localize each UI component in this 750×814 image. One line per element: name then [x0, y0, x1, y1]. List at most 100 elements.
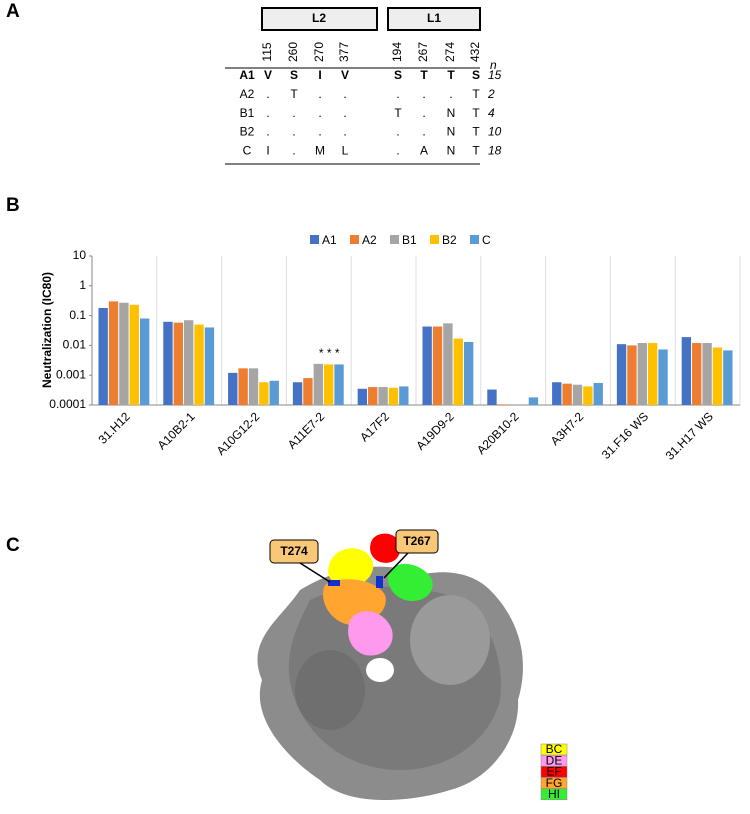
row-label: A1	[239, 68, 255, 82]
row-label: C	[243, 143, 252, 157]
residue: .	[292, 143, 295, 157]
bar	[313, 363, 323, 405]
residue: T	[394, 106, 402, 120]
x-tick-label: A20B10-2	[474, 409, 522, 457]
x-tick-label: A17F2	[357, 409, 392, 444]
bar	[422, 326, 432, 405]
legend-label: EF	[546, 765, 561, 779]
bar	[378, 387, 388, 405]
position: 260	[286, 42, 300, 62]
bar	[163, 321, 173, 405]
y-tick-label: 10	[73, 248, 87, 262]
group-label: L1	[427, 11, 441, 25]
bar	[388, 387, 399, 405]
position: 432	[468, 42, 482, 62]
x-tick-label: A19D9-2	[413, 409, 457, 453]
arrow	[299, 562, 331, 583]
bar	[98, 307, 108, 405]
panel-label: C	[6, 535, 20, 556]
residue: .	[422, 106, 425, 120]
bar	[228, 372, 238, 405]
legend-label: B2	[442, 233, 457, 247]
bar	[562, 383, 572, 405]
panel-label: A	[6, 1, 20, 22]
residue: V	[341, 68, 349, 82]
bar	[463, 342, 474, 405]
residue: .	[422, 87, 425, 101]
residue: I	[266, 143, 269, 157]
bar	[248, 368, 259, 405]
bar	[528, 397, 539, 405]
residue: N	[447, 143, 456, 157]
residue: .	[266, 125, 269, 139]
y-tick-label: 0.1	[69, 308, 86, 322]
bar	[357, 388, 368, 405]
group-box	[387, 7, 481, 31]
bar	[572, 384, 583, 405]
group-box	[261, 7, 378, 31]
legend-label: DE	[546, 753, 563, 767]
legend-swatch	[430, 235, 439, 244]
bar	[583, 386, 593, 405]
bar	[303, 378, 313, 405]
bar	[194, 324, 204, 405]
group-label: L2	[312, 11, 326, 25]
bar	[269, 380, 279, 405]
bar	[702, 343, 712, 405]
bar	[334, 364, 344, 405]
y-tick-label: 0.01	[63, 338, 87, 352]
bar	[204, 327, 215, 405]
residue: .	[292, 125, 295, 139]
legend-label: A1	[322, 233, 337, 247]
bar	[184, 320, 194, 405]
n-header: n	[490, 58, 497, 72]
position: 115	[260, 42, 274, 61]
bar	[712, 347, 723, 405]
residue: T	[447, 68, 455, 82]
callout-box	[269, 539, 319, 564]
residue: .	[396, 143, 399, 157]
legend-label: HI	[548, 787, 560, 801]
residue: .	[449, 87, 452, 101]
residue: .	[318, 87, 321, 101]
legend-label: C	[482, 233, 491, 247]
panel-label: B	[6, 195, 20, 216]
x-tick-label: 31.H12	[95, 409, 132, 446]
bar	[108, 301, 119, 405]
residue: T	[472, 106, 480, 120]
callout-box	[395, 529, 439, 554]
annotation: * * *	[319, 346, 340, 360]
residue: S	[472, 68, 480, 82]
residue: A	[420, 143, 428, 157]
residue: .	[343, 87, 346, 101]
position: 377	[337, 42, 351, 62]
residue: T	[472, 125, 480, 139]
bar	[497, 404, 508, 405]
n-value: 10	[488, 125, 502, 139]
n-value: 4	[488, 106, 495, 120]
row-label: B2	[240, 125, 255, 139]
arrow	[383, 552, 409, 579]
bar	[627, 345, 637, 405]
residue: .	[396, 87, 399, 101]
x-tick-label: A3H7-2	[548, 409, 587, 448]
residue: .	[343, 106, 346, 120]
row-label: A2	[240, 87, 255, 101]
legend-swatch	[310, 235, 319, 244]
x-tick-label: 31.H17 WS	[663, 409, 716, 462]
bar	[368, 387, 378, 405]
protein-surface	[257, 533, 523, 800]
bar	[292, 382, 303, 405]
legend-swatch	[350, 235, 359, 244]
residue: T	[472, 87, 480, 101]
bar	[692, 343, 702, 405]
legend-swatch	[390, 235, 399, 244]
residue: .	[396, 125, 399, 139]
bar	[139, 318, 150, 405]
residue: .	[318, 125, 321, 139]
position: 194	[390, 42, 404, 62]
position: 270	[312, 42, 326, 62]
residue: .	[318, 106, 321, 120]
residue: .	[266, 106, 269, 120]
